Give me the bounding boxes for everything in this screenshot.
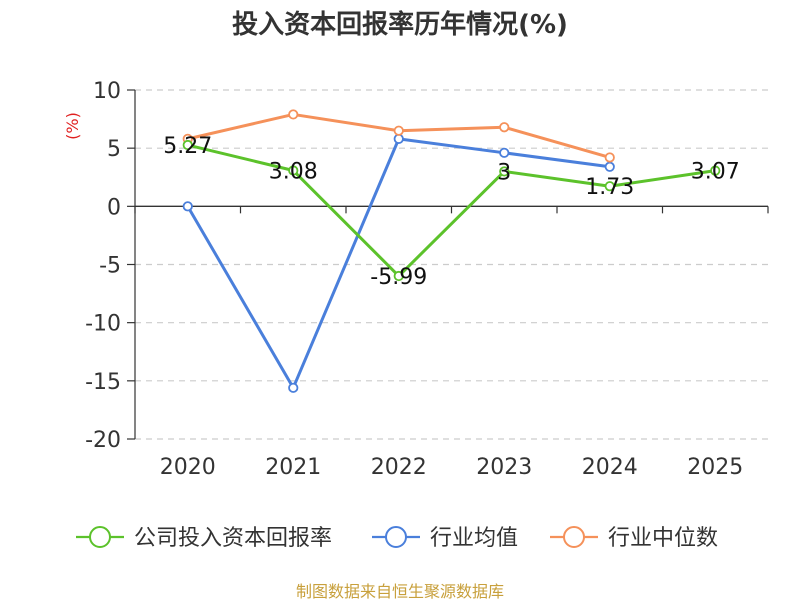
data-point (604, 181, 615, 192)
data-point (182, 201, 193, 212)
data-point (182, 139, 193, 151)
data-point (499, 122, 510, 133)
x-tick-label: 2023 (476, 455, 532, 480)
data-point (393, 133, 404, 144)
data-point (604, 152, 615, 163)
source-note: 制图数据来自恒生聚源数据库 (295, 582, 504, 601)
legend-label: 行业均值 (430, 526, 518, 551)
legend-layer: 公司投入资本回报率 行业均值 行业中位数 (76, 526, 718, 551)
y-unit-label: (%) (63, 112, 82, 140)
legend-label: 公司投入资本回报率 (134, 526, 332, 551)
y-tick-label: -5 (99, 254, 121, 279)
data-point (288, 165, 299, 176)
data-label: 5.27 (163, 134, 212, 159)
legend-marker (89, 526, 111, 548)
data-point (288, 382, 299, 393)
data-point (393, 270, 404, 282)
y-tick-label: 10 (93, 79, 121, 104)
series-layer (182, 109, 721, 393)
data-point (499, 166, 510, 177)
data-point (288, 109, 299, 120)
x-tick-label: 2022 (371, 455, 427, 480)
data-label: 3.07 (691, 160, 740, 185)
legend-marker (563, 526, 585, 548)
data-label: 3 (497, 160, 511, 185)
grid-layer (135, 89, 768, 440)
x-tick-label: 2021 (265, 455, 321, 480)
y-tick-label: 0 (107, 195, 121, 220)
y-tick-label: -10 (85, 312, 121, 337)
y-tick-label: 5 (107, 137, 121, 162)
axis-layer: 10 5 0 -5 -10 -15 -20 2020 2021 2022 2023 2024 2025 (… (63, 79, 769, 480)
x-tick-label: 2024 (582, 455, 638, 480)
data-point (393, 125, 404, 136)
data-point (499, 147, 510, 158)
data-point (710, 165, 721, 176)
data-label: 3.08 (269, 160, 318, 185)
legend-label: 行业中位数 (608, 526, 718, 551)
data-label: 1.73 (585, 175, 634, 200)
legend-marker (385, 526, 407, 548)
x-tick-label: 2025 (687, 455, 743, 480)
series-line-0 (187, 143, 716, 278)
y-tick-label: -20 (85, 428, 121, 453)
y-tick-label: -15 (85, 370, 121, 395)
chart-title: 投入资本回报率历年情况(%) (232, 10, 568, 40)
data-point (604, 161, 615, 172)
label-layer: 5.27 3.08 -5.99 3 1.73 3.07 (163, 134, 739, 290)
data-label: -5.99 (370, 265, 427, 290)
x-tick-label: 2020 (160, 455, 216, 480)
